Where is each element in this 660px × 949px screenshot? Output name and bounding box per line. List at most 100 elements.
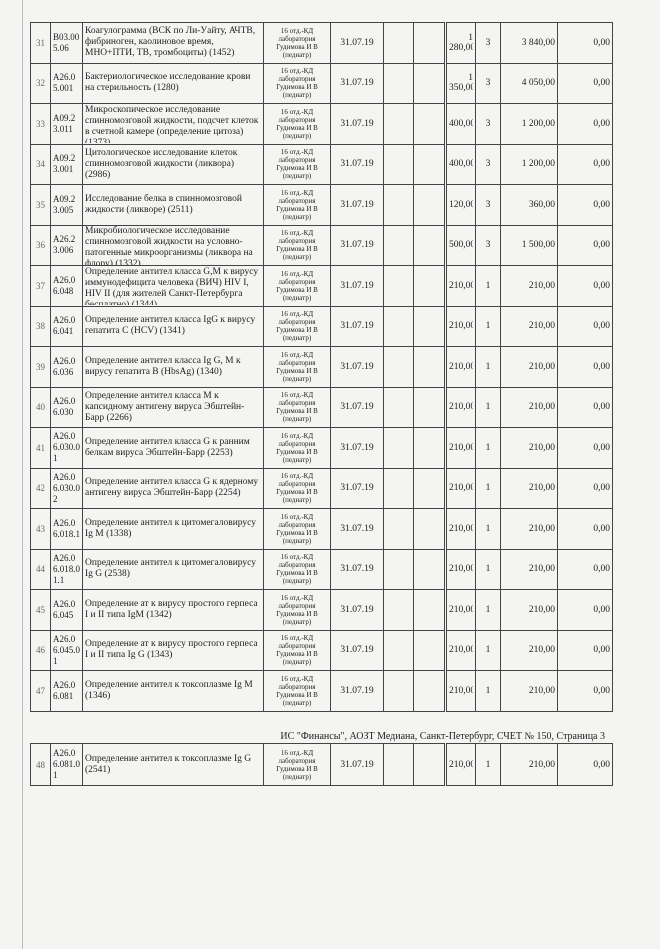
department: 16 отд.-КД лаборатория Гудимова И В (пед…	[263, 224, 331, 266]
service-code-text: A26.06.048	[53, 274, 76, 296]
department-text: 16 отд.-КД лаборатория Гудимова И В (пед…	[276, 593, 318, 626]
row-number-text: 47	[36, 685, 45, 696]
price-text: 210,00	[449, 604, 473, 615]
service-name: Микробиологическое исследование спинномо…	[82, 224, 264, 266]
service-name-text: Определение антител класса М к капсидном…	[85, 390, 245, 423]
discount-text: 0,00	[593, 280, 610, 291]
empty-cell	[383, 265, 414, 307]
amount-text: 210,00	[528, 361, 555, 372]
service-name: Микроскопическое исследование спинномозг…	[82, 103, 264, 145]
service-code: A09.23.001	[50, 143, 83, 185]
discount: 0,00	[557, 22, 613, 64]
table-row: 45 A26.06.045 Определение ат к вирусу прос…	[30, 589, 613, 631]
service-code: A26.06.081	[50, 670, 83, 712]
service-date-text: 31.07.19	[340, 564, 374, 575]
table-row: 34 A09.23.001 Цитологическое исследование …	[30, 143, 613, 185]
row-number: 40	[30, 386, 51, 428]
department: 16 отд.-КД лаборатория Гудимова И В (пед…	[263, 305, 331, 347]
department: 16 отд.-КД лаборатория Гудимова И В (пед…	[263, 143, 331, 185]
quantity-text: 1	[485, 280, 491, 291]
service-date-text: 31.07.19	[340, 483, 374, 494]
empty-cell	[413, 184, 446, 226]
amount: 210,00	[500, 508, 558, 550]
row-number-text: 33	[36, 118, 45, 129]
service-code: A09.23.011	[50, 103, 83, 145]
amount: 210,00	[500, 670, 558, 712]
amount: 210,00	[500, 467, 558, 509]
service-date-text: 31.07.19	[340, 759, 374, 770]
service-code: A26.06.045	[50, 589, 83, 631]
service-code-text: A26.23.006	[53, 234, 76, 256]
discount-text: 0,00	[593, 118, 610, 129]
service-date: 31.07.19	[330, 427, 384, 469]
price-text: 210,00	[449, 483, 473, 494]
service-code: B03.005.06	[50, 22, 83, 64]
service-code-text: B03.005.06	[53, 31, 80, 53]
service-name-text: Определение антител класса G к ранним бе…	[85, 436, 250, 458]
service-date: 31.07.19	[330, 548, 384, 590]
table-row: 47 A26.06.081 Определение антител к токсоп…	[30, 670, 613, 712]
table-row: 40 A26.06.030 Определение антител класса М…	[30, 386, 613, 428]
price-text: 210,00	[449, 280, 473, 291]
row-number: 33	[30, 103, 51, 145]
service-date: 31.07.19	[330, 589, 384, 631]
service-date: 31.07.19	[330, 22, 384, 64]
price: 210,00	[444, 346, 476, 388]
price-text: 210,00	[449, 442, 473, 453]
quantity: 3	[475, 224, 501, 266]
row-number-text: 36	[36, 240, 45, 251]
quantity: 3	[475, 103, 501, 145]
service-name-text: Определение антител к цитомегаловирусу I…	[85, 517, 257, 539]
discount-text: 0,00	[593, 402, 610, 413]
discount-text: 0,00	[593, 645, 610, 656]
department: 16 отд.-КД лаборатория Гудимова И В (пед…	[263, 629, 331, 671]
amount: 210,00	[500, 743, 558, 786]
quantity: 1	[475, 508, 501, 550]
service-name: Определение антител класса IgG к вирусу …	[82, 305, 264, 347]
service-date: 31.07.19	[330, 346, 384, 388]
empty-cell	[413, 427, 446, 469]
amount: 210,00	[500, 305, 558, 347]
amount-text: 210,00	[528, 604, 555, 615]
amount: 360,00	[500, 184, 558, 226]
row-number-text: 43	[36, 523, 45, 534]
row-number-text: 41	[36, 442, 45, 453]
quantity-text: 3	[485, 118, 491, 129]
price: 210,00	[444, 305, 476, 347]
amount: 210,00	[500, 427, 558, 469]
service-name: Определение антител к токсоплазме Ig G (…	[82, 743, 264, 786]
quantity: 1	[475, 427, 501, 469]
service-date: 31.07.19	[330, 143, 384, 185]
service-code-text: A26.06.030.01	[53, 431, 80, 464]
service-name-text: Определение ат к вирусу простого герпеса…	[85, 598, 258, 620]
table-row: 48 A26.06.081.01 Определение антител к ток…	[30, 743, 613, 786]
amount-text: 210,00	[528, 645, 555, 656]
amount-text: 210,00	[528, 759, 555, 770]
empty-cell	[413, 548, 446, 590]
discount-text: 0,00	[593, 685, 610, 696]
department-text: 16 отд.-КД лаборатория Гудимова И В (пед…	[276, 391, 318, 424]
amount-text: 210,00	[528, 523, 555, 534]
discount-text: 0,00	[593, 759, 610, 770]
row-number: 46	[30, 629, 51, 671]
amount-text: 210,00	[528, 280, 555, 291]
service-code-text: A26.06.045	[53, 598, 76, 620]
price: 210,00	[444, 743, 476, 786]
service-date-text: 31.07.19	[340, 199, 374, 210]
department-text: 16 отд.-КД лаборатория Гудимова И В (пед…	[276, 107, 318, 140]
service-code-text: A26.06.030.02	[53, 471, 80, 504]
row-number: 32	[30, 62, 51, 104]
service-name-text: Определение антител класса G,M к вирусу …	[85, 266, 259, 306]
service-name-text: Исследование белка в спинномозговой жидк…	[85, 193, 242, 215]
service-date: 31.07.19	[330, 265, 384, 307]
service-date-text: 31.07.19	[340, 240, 374, 251]
quantity: 3	[475, 22, 501, 64]
department-text: 16 отд.-КД лаборатория Гудимова И В (пед…	[276, 472, 318, 505]
department: 16 отд.-КД лаборатория Гудимова И В (пед…	[263, 265, 331, 307]
quantity-text: 1	[485, 361, 491, 372]
empty-cell	[413, 467, 446, 509]
service-date-text: 31.07.19	[340, 645, 374, 656]
amount-text: 210,00	[528, 483, 555, 494]
table-row: 38 A26.06.041 Определение антител класса I…	[30, 305, 613, 347]
table-row: 32 A26.05.001 Бактериологическое исследова…	[30, 62, 613, 104]
